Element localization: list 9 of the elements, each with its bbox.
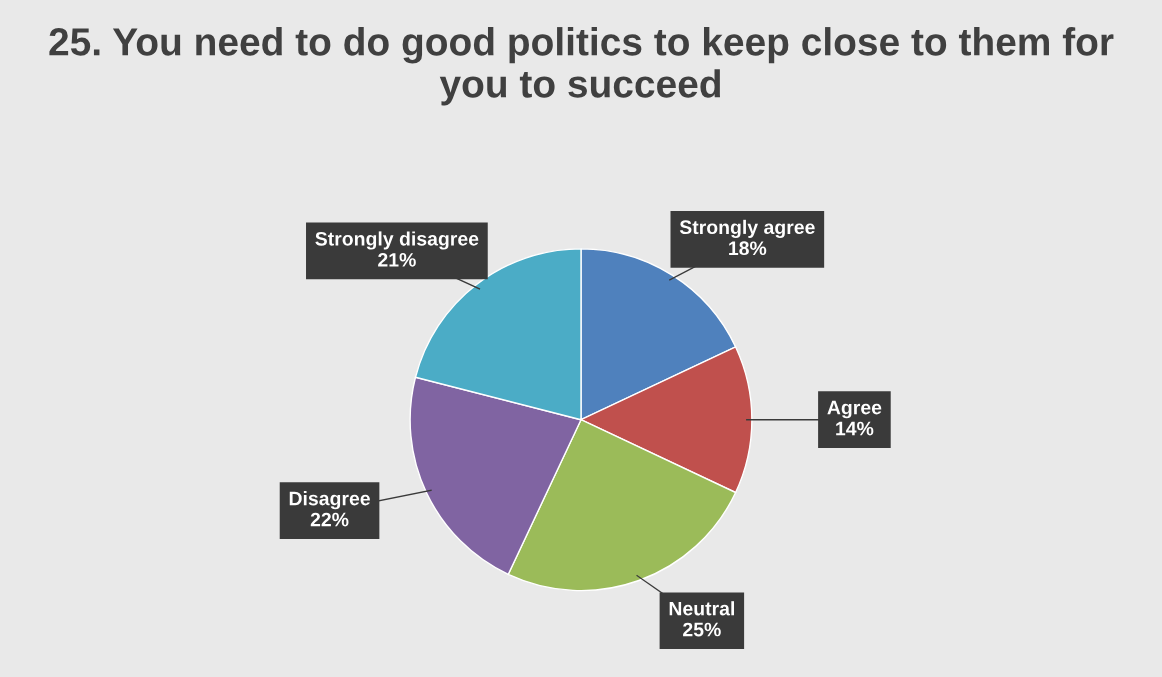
slice-label: Strongly agree — [679, 219, 815, 239]
data-label: 14% — [836, 421, 874, 436]
chart-title: 25. You need to do good politics to keep close to them for you to succeed — [49, 27, 1114, 106]
data-label: 25% — [683, 622, 721, 637]
data-label: 22% — [310, 512, 349, 527]
slice-label: Agree — [827, 400, 882, 419]
slice-label: Disagree — [289, 491, 370, 510]
slice-label: Neutral — [669, 601, 734, 616]
slice-label: Strongly disagree — [315, 231, 479, 250]
